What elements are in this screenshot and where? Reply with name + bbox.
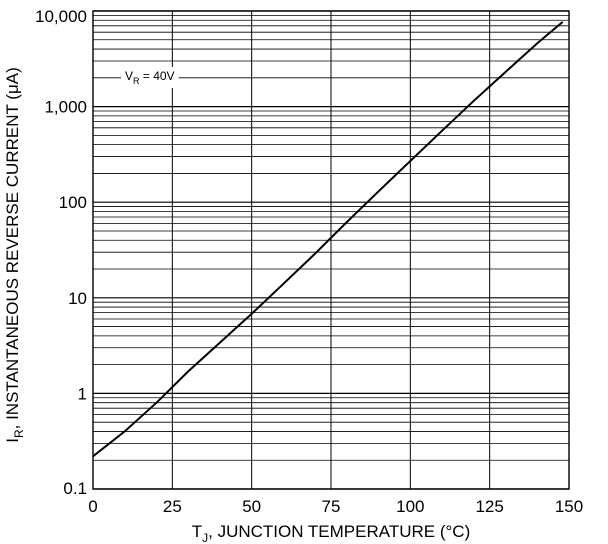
x-tick-label: 25 — [163, 497, 182, 516]
plot-frame — [92, 10, 570, 490]
y-tick-label: 10,000 — [35, 7, 87, 26]
y-axis-title-sub: R — [12, 429, 26, 438]
y-tick-label: 1 — [78, 384, 87, 403]
y-tick-label: 1,000 — [44, 98, 87, 117]
y-tick-labels: 0.1 1 10 100 1,000 10,000 — [35, 7, 87, 498]
x-axis-title-main: T — [192, 522, 202, 541]
x-axis-title: TJ, JUNCTION TEMPERATURE (°C) — [192, 522, 471, 544]
x-tick-labels: 0 25 50 75 100 125 150 — [88, 497, 583, 516]
x-axis-title-rest: , JUNCTION TEMPERATURE (°C) — [208, 522, 470, 541]
annotation-vr: VR = 40V — [125, 69, 175, 86]
x-tick-label: 100 — [396, 497, 424, 516]
y-tick-label: 100 — [59, 193, 87, 212]
y-axis-title-main: I — [3, 438, 22, 443]
x-tick-label: 75 — [322, 497, 341, 516]
x-axis-title-sub: J — [202, 531, 208, 544]
x-tick-label: 125 — [475, 497, 503, 516]
x-tick-label: 150 — [555, 497, 583, 516]
annotation-sub: R — [133, 76, 140, 86]
y-tick-label: 10 — [68, 289, 87, 308]
x-tick-label: 50 — [242, 497, 261, 516]
annotation-group: VR = 40V — [121, 67, 179, 88]
y-tick-label: 0.1 — [63, 479, 87, 498]
annotation-rest: = 40V — [140, 69, 175, 83]
annotation-main: V — [125, 69, 133, 83]
annotation-background — [121, 67, 179, 88]
x-tick-label: 0 — [88, 497, 97, 516]
series-line — [92, 21, 564, 458]
y-axis-title: IR, INSTANTANEOUS REVERSE CURRENT (μA) — [3, 67, 26, 443]
y-axis-title-rest: , INSTANTANEOUS REVERSE CURRENT (μA) — [3, 67, 22, 429]
